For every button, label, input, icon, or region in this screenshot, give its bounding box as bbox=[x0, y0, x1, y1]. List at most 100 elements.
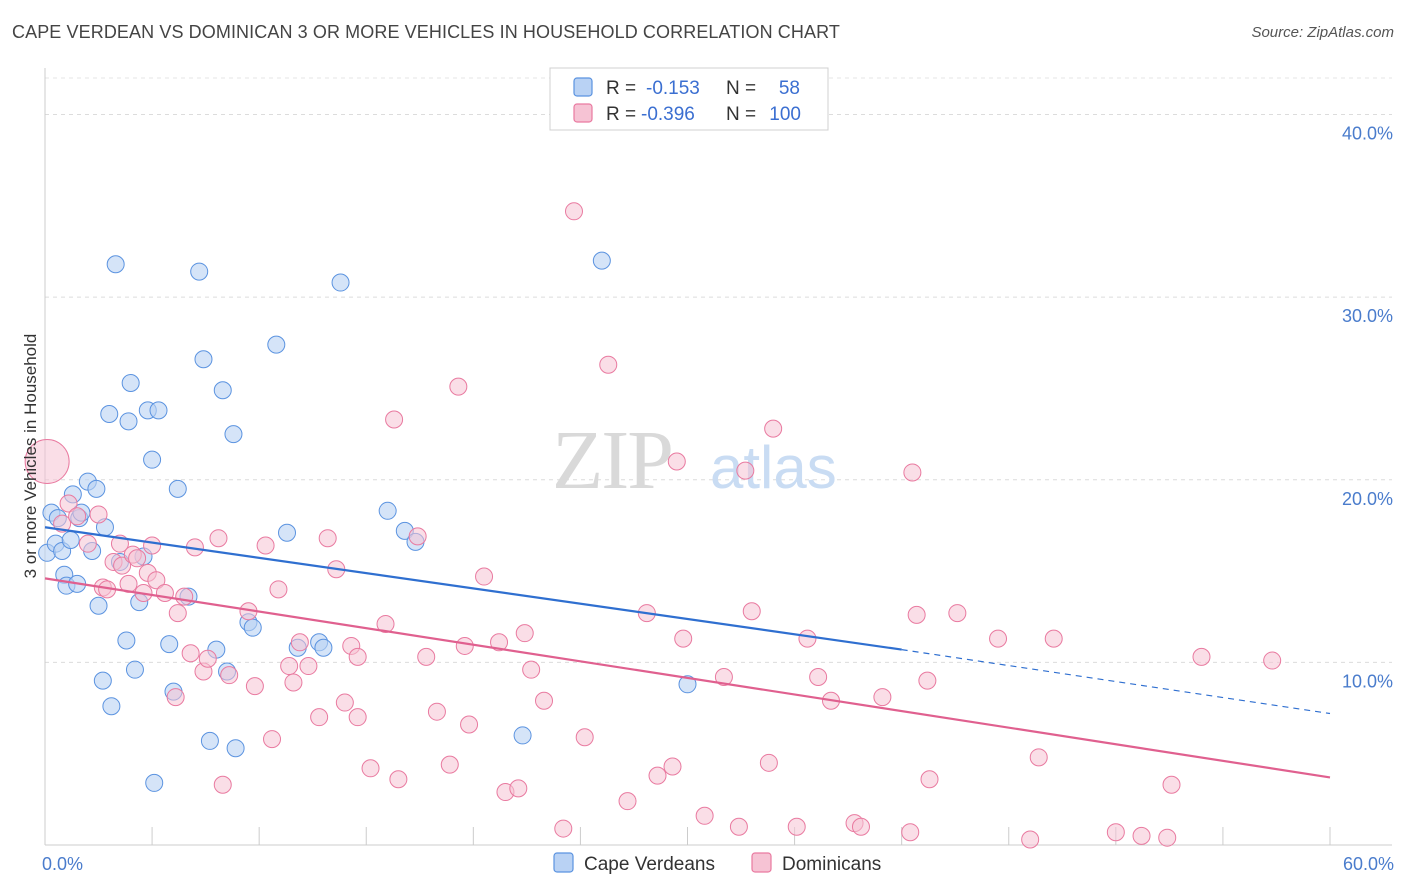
point-cape-verdean bbox=[93, 671, 112, 690]
point-cape-verdean bbox=[119, 412, 138, 431]
point-dominican bbox=[213, 775, 232, 794]
point-cape-verdean bbox=[87, 479, 106, 498]
series-dominicans-points bbox=[24, 202, 1282, 849]
point-dominican bbox=[68, 507, 87, 526]
point-dominican bbox=[280, 657, 299, 676]
point-dominican bbox=[742, 602, 761, 621]
point-cape-verdean bbox=[106, 255, 125, 274]
point-dominican bbox=[175, 587, 194, 606]
point-dominican bbox=[674, 629, 693, 648]
point-dominican bbox=[714, 667, 733, 686]
point-dominican bbox=[663, 757, 682, 776]
legend-n-value-blue: 58 bbox=[779, 78, 800, 99]
point-cape-verdean bbox=[224, 425, 243, 444]
point-dominican bbox=[256, 536, 275, 555]
legend-r-value-blue: -0.153 bbox=[646, 78, 700, 99]
point-dominican bbox=[475, 567, 494, 586]
watermark: ZIP atlas bbox=[552, 414, 837, 507]
point-cape-verdean bbox=[190, 262, 209, 281]
point-dominican bbox=[53, 514, 72, 533]
point-cape-verdean bbox=[117, 631, 136, 650]
point-dominican bbox=[648, 766, 667, 785]
point-dominican bbox=[427, 702, 446, 721]
chart-title: CAPE VERDEAN VS DOMINICAN 3 OR MORE VEHI… bbox=[12, 22, 840, 42]
point-dominican bbox=[78, 534, 97, 553]
point-dominican bbox=[907, 605, 926, 624]
point-cape-verdean bbox=[226, 739, 245, 758]
legend-box bbox=[549, 67, 829, 131]
point-dominican bbox=[245, 677, 264, 696]
point-cape-verdean bbox=[213, 381, 232, 400]
point-dominican bbox=[89, 505, 108, 524]
point-dominican bbox=[385, 410, 404, 429]
point-dominican bbox=[901, 823, 920, 842]
point-dominican bbox=[535, 691, 554, 710]
point-dominican bbox=[1162, 775, 1181, 794]
y-tick-label-40: 40.0% bbox=[1342, 124, 1393, 144]
series-cape-verdeans-points bbox=[38, 251, 697, 792]
legend-top: R = -0.153 N = 58 R = -0.396 N = 100 bbox=[549, 67, 829, 131]
point-cape-verdean bbox=[168, 479, 187, 498]
point-dominican bbox=[460, 715, 479, 734]
point-cape-verdean bbox=[243, 618, 262, 637]
point-dominican bbox=[1021, 830, 1040, 849]
point-dominican bbox=[989, 629, 1008, 648]
trend-lines bbox=[44, 526, 1331, 779]
point-dominican bbox=[1192, 647, 1211, 666]
point-dominican bbox=[24, 439, 70, 484]
point-cape-verdean bbox=[121, 373, 140, 392]
point-cape-verdean bbox=[331, 273, 350, 292]
point-dominican bbox=[455, 636, 474, 655]
point-dominican bbox=[736, 461, 755, 480]
point-dominican bbox=[113, 556, 132, 575]
point-dominican bbox=[851, 817, 870, 836]
legend-bottom: Cape Verdeans Dominicans bbox=[553, 852, 881, 875]
bottom-legend-swatch-blue bbox=[553, 852, 574, 873]
point-cape-verdean bbox=[592, 251, 611, 270]
point-dominican bbox=[1158, 828, 1177, 847]
point-dominican bbox=[361, 759, 380, 778]
bottom-legend-swatch-pink bbox=[751, 852, 772, 873]
point-dominican bbox=[376, 615, 395, 634]
point-dominican bbox=[759, 753, 778, 772]
legend-r-label-pink: R = bbox=[606, 104, 636, 125]
point-cape-verdean bbox=[194, 350, 213, 369]
point-dominican bbox=[729, 817, 748, 836]
point-dominican bbox=[348, 708, 367, 727]
point-dominican bbox=[318, 529, 337, 548]
point-dominican bbox=[522, 660, 541, 679]
point-cape-verdean bbox=[314, 638, 333, 657]
point-dominican bbox=[618, 792, 637, 811]
grid-lines bbox=[45, 77, 1392, 663]
point-dominican bbox=[220, 666, 239, 685]
point-dominican bbox=[440, 755, 459, 774]
legend-r-value-pink: -0.396 bbox=[641, 104, 695, 125]
point-dominican bbox=[310, 708, 329, 727]
legend-swatch-blue bbox=[573, 77, 593, 97]
legend-n-value-pink: 100 bbox=[769, 104, 801, 125]
point-dominican bbox=[787, 817, 806, 836]
source-credit: Source: ZipAtlas.com bbox=[1251, 24, 1394, 41]
y-tick-labels: 10.0% 20.0% 30.0% 40.0% bbox=[1342, 124, 1393, 692]
point-dominican bbox=[918, 671, 937, 690]
point-dominican bbox=[1044, 629, 1063, 648]
point-cape-verdean bbox=[678, 675, 697, 694]
point-dominican bbox=[284, 673, 303, 692]
legend-n-label-pink: N = bbox=[726, 104, 756, 125]
point-dominican bbox=[166, 688, 185, 707]
point-dominican bbox=[269, 580, 288, 599]
point-dominican bbox=[335, 693, 354, 712]
trend-line-dominicans bbox=[44, 577, 1331, 779]
point-cape-verdean bbox=[89, 596, 108, 615]
point-dominican bbox=[348, 647, 367, 666]
point-dominican bbox=[1106, 823, 1125, 842]
point-dominican bbox=[209, 529, 228, 548]
point-dominican bbox=[147, 571, 166, 590]
point-cape-verdean bbox=[267, 335, 286, 354]
point-dominican bbox=[515, 624, 534, 643]
point-dominican bbox=[509, 779, 528, 798]
y-tick-label-20: 20.0% bbox=[1342, 489, 1393, 509]
point-dominican bbox=[764, 419, 783, 438]
point-dominican bbox=[490, 633, 509, 652]
